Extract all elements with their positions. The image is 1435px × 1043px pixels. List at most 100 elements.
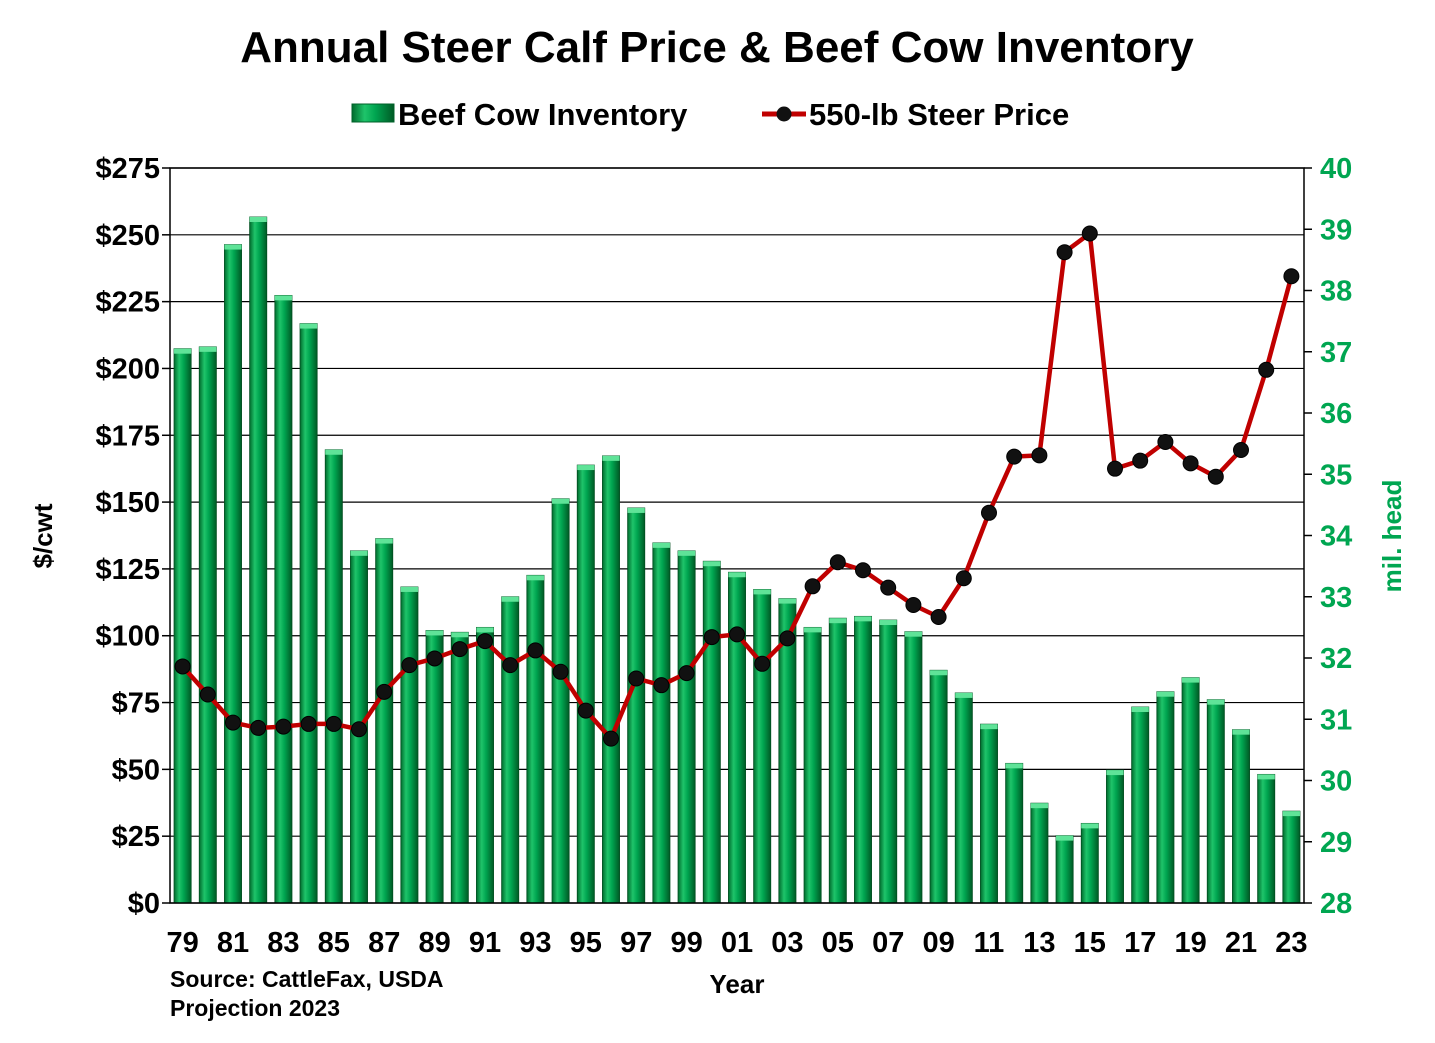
- line-series-steer-price: [174, 225, 1300, 747]
- bar: [375, 538, 394, 904]
- price-point: [225, 714, 241, 731]
- bar-top-bevel: [678, 550, 696, 556]
- x-tick-label: 19: [1174, 927, 1206, 959]
- bar: [1232, 729, 1250, 904]
- bar-top-bevel: [804, 627, 822, 633]
- bar-top-bevel: [199, 346, 217, 352]
- x-tick-label: 09: [922, 927, 954, 959]
- price-point: [1031, 447, 1048, 464]
- price-point: [527, 642, 544, 659]
- price-point: [199, 686, 216, 703]
- x-axis-label: Year: [710, 969, 765, 999]
- bar-top-bevel: [1182, 677, 1200, 683]
- bar: [576, 464, 595, 904]
- bar-top-bevel: [400, 586, 418, 592]
- y-axis-left-ticks: $0 $25 $50 $75 $100 $125 $150 $175 $200 $225 $250 $…: [95, 153, 170, 920]
- bar-top-bevel: [1056, 835, 1074, 841]
- y-tick-label-left: $0: [128, 888, 160, 920]
- bar-top-bevel: [1081, 823, 1099, 829]
- bar-top-bevel: [1030, 803, 1048, 809]
- bar: [1131, 706, 1150, 904]
- bar: [1282, 810, 1301, 904]
- legend-label-beef-cow-inventory: Beef Cow Inventory: [398, 97, 688, 132]
- price-point: [1107, 460, 1123, 477]
- x-tick-label: 13: [1023, 927, 1055, 959]
- x-tick-label: 01: [721, 927, 753, 959]
- bar-top-bevel: [375, 538, 393, 544]
- y-tick-label-right: 38: [1320, 276, 1352, 308]
- price-point: [981, 504, 997, 521]
- bar: [702, 560, 721, 904]
- x-tick-label: 11: [974, 927, 1005, 959]
- price-point: [603, 730, 619, 747]
- y-tick-label-right: 35: [1320, 459, 1352, 491]
- x-tick-label: 97: [620, 927, 652, 959]
- x-tick-label: 87: [368, 927, 400, 959]
- y-tick-label-left: $150: [95, 487, 160, 519]
- price-point: [376, 683, 393, 700]
- bar-top-bevel: [778, 598, 796, 604]
- bar-top-bevel: [879, 620, 897, 626]
- bar: [627, 507, 646, 904]
- bar: [652, 542, 671, 904]
- y-tick-label-right: 28: [1320, 888, 1352, 920]
- bar-top-bevel: [249, 217, 267, 222]
- price-point: [325, 715, 342, 732]
- price-point: [250, 719, 267, 736]
- bar: [753, 589, 772, 904]
- bar-top-bevel: [426, 630, 444, 636]
- x-tick-label: 15: [1074, 927, 1106, 959]
- bar-top-bevel: [526, 575, 544, 581]
- bar-top-bevel: [1131, 707, 1149, 712]
- bar-top-bevel: [955, 692, 973, 698]
- bar: [324, 449, 343, 904]
- y-tick-label-left: $50: [112, 754, 160, 786]
- price-point: [426, 650, 443, 667]
- price-point: [1258, 361, 1275, 378]
- price-point: [577, 702, 594, 719]
- y-tick-label-right: 36: [1320, 398, 1352, 430]
- x-tick-label: 83: [267, 927, 299, 959]
- price-point: [729, 626, 745, 643]
- bar-top-bevel: [753, 589, 771, 595]
- x-tick-label: 95: [570, 927, 602, 959]
- bar: [400, 586, 419, 904]
- bar: [1106, 769, 1124, 904]
- x-tick-label: 23: [1275, 927, 1307, 959]
- bar-top-bevel: [552, 498, 570, 504]
- bar-top-bevel: [174, 348, 192, 354]
- price-point: [174, 658, 191, 675]
- price-point: [1233, 441, 1249, 458]
- price-point: [829, 554, 846, 571]
- bar-top-bevel: [854, 616, 872, 622]
- bar: [954, 692, 973, 904]
- price-point: [779, 630, 796, 647]
- bar-top-bevel: [930, 670, 948, 676]
- bar-top-bevel: [904, 631, 922, 637]
- bar: [828, 617, 847, 904]
- price-point: [754, 655, 771, 672]
- bar: [602, 455, 620, 904]
- y-tick-label-right: 32: [1320, 643, 1352, 675]
- bar: [501, 596, 520, 904]
- legend-swatch-steer-price-marker: [776, 106, 792, 122]
- bar-series-beef-cow-inventory: [173, 216, 1301, 904]
- price-point: [1157, 433, 1174, 450]
- y-tick-label-left: $200: [95, 353, 160, 385]
- y-tick-label-right: 39: [1320, 214, 1352, 246]
- price-point: [351, 721, 367, 738]
- price-point: [1081, 225, 1098, 242]
- y-tick-label-left: $75: [112, 688, 160, 720]
- y-axis-right-label: mil. head: [1377, 480, 1407, 593]
- bar-top-bevel: [1282, 811, 1300, 817]
- bar-top-bevel: [703, 561, 721, 567]
- bar-top-bevel: [451, 632, 469, 638]
- price-point: [451, 641, 468, 658]
- bar: [224, 244, 242, 904]
- price-point: [905, 596, 922, 613]
- bar: [551, 498, 570, 904]
- bar: [1156, 691, 1175, 904]
- bar-top-bevel: [602, 455, 620, 461]
- bar: [274, 294, 293, 904]
- price-point: [804, 578, 821, 595]
